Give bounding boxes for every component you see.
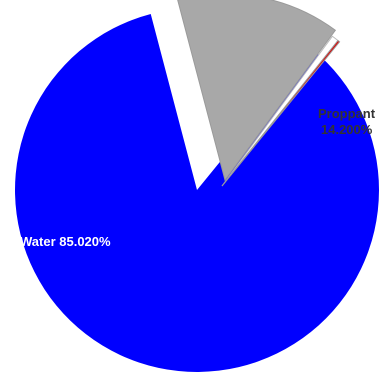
pie-slices bbox=[15, 0, 380, 372]
pie-labels: Water 85.020% Proppant 14.200% bbox=[20, 106, 376, 249]
unlabeled-slice-3 bbox=[221, 39, 341, 187]
water-slice-label: Water 85.020% bbox=[20, 234, 111, 249]
proppant-slice-label-value: 14.200% bbox=[321, 122, 373, 137]
proppant-slice bbox=[177, 0, 337, 182]
proppant-slice-label-name: Proppant bbox=[318, 106, 376, 121]
